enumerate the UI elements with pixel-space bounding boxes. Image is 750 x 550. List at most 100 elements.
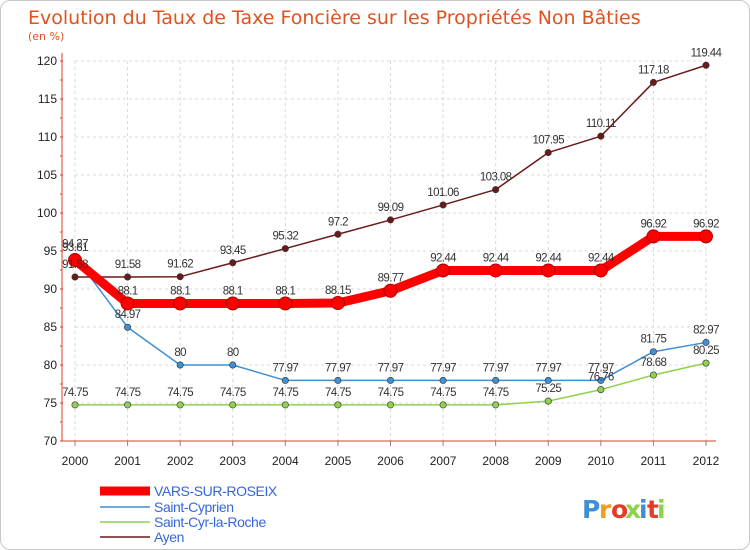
x-tick-label: 2004 (272, 454, 299, 468)
data-label: 94.27 (62, 239, 88, 251)
x-tick-label: 2012 (693, 454, 720, 468)
data-label: 96.92 (693, 218, 719, 230)
data-point (702, 61, 710, 69)
logo-letter: i (639, 495, 648, 524)
data-label: 117.18 (638, 64, 669, 76)
data-point (68, 253, 82, 268)
data-point (492, 376, 500, 384)
data-label: 93.81 (62, 242, 88, 254)
data-label: 81.75 (641, 334, 667, 346)
data-label: 74.75 (167, 387, 193, 399)
data-label: 77.97 (588, 362, 614, 374)
legend-entry: VARS-SUR-ROSEIX (154, 483, 278, 499)
data-point (702, 338, 710, 346)
data-point (699, 229, 713, 244)
x-tick-label: 2000 (62, 454, 89, 468)
data-point (544, 149, 552, 157)
logo-letter: r (599, 495, 612, 524)
data-point (334, 230, 342, 238)
legend-entry: Saint-Cyprien (154, 499, 234, 515)
data-label: 78.68 (641, 357, 667, 369)
logo-letter: i (657, 495, 666, 524)
data-point (71, 273, 79, 281)
data-label: 101.06 (427, 187, 459, 199)
data-label: 92.44 (588, 252, 615, 264)
data-label: 74.75 (483, 387, 509, 399)
x-tick-label: 2009 (535, 454, 562, 468)
legend: VARS-SUR-ROSEIXSaint-CyprienSaint-Cyr-la… (100, 483, 278, 545)
chart-subtitle: (en %) (28, 30, 64, 43)
data-point (649, 78, 657, 86)
data-point (124, 401, 132, 409)
data-point (439, 201, 447, 209)
x-tick-label: 2008 (482, 454, 509, 468)
data-label: 74.75 (220, 387, 246, 399)
data-label: 82.97 (693, 324, 719, 336)
data-label: 99.09 (378, 202, 404, 214)
data-label: 92.44 (483, 252, 510, 264)
data-label: 107.95 (532, 135, 564, 147)
y-tick-label: 80 (44, 358, 58, 372)
logo-letter: o (611, 495, 628, 524)
data-point (225, 296, 240, 311)
data-point (544, 397, 552, 405)
data-label: 80.25 (693, 345, 719, 357)
x-tick-label: 2003 (219, 454, 246, 468)
y-tick-label: 105 (37, 168, 57, 182)
data-label: 75.25 (535, 383, 561, 395)
data-point (436, 263, 451, 278)
data-point (597, 376, 605, 384)
data-label: 119.44 (691, 47, 723, 59)
data-label: 77.97 (430, 362, 456, 374)
data-label: 91.58 (62, 259, 88, 271)
data-label: 92.44 (535, 252, 562, 264)
data-point (334, 401, 342, 409)
data-point (176, 361, 184, 369)
data-point (439, 376, 447, 384)
data-label: 77.97 (325, 362, 351, 374)
data-label: 95.32 (272, 231, 298, 243)
legend-entry: Ayen (154, 529, 184, 545)
y-tick-label: 110 (38, 130, 57, 144)
logo-letter: P (582, 495, 600, 524)
data-point (386, 376, 394, 384)
series-layer (68, 61, 713, 409)
data-point (278, 296, 293, 311)
data-label: 88.1 (118, 285, 138, 297)
data-point (646, 229, 661, 244)
data-point (334, 376, 342, 384)
x-tick-label: 2010 (587, 454, 614, 468)
data-label: 93.45 (220, 245, 246, 257)
y-tick-label: 95 (44, 244, 58, 258)
data-label: 88.15 (325, 285, 351, 297)
data-point (702, 359, 710, 367)
data-label: 74.75 (430, 387, 456, 399)
data-point (229, 401, 237, 409)
data-point (649, 371, 657, 379)
data-point (492, 186, 500, 194)
data-point (281, 376, 289, 384)
y-tick-label: 85 (44, 320, 58, 334)
data-point (593, 263, 608, 278)
logo-letter: t (647, 495, 659, 524)
data-label: 91.58 (115, 259, 141, 271)
legend-entry: Saint-Cyr-la-Roche (154, 514, 266, 530)
chart-title: Evolution du Taux de Taxe Foncière sur l… (28, 7, 641, 29)
data-point (488, 263, 503, 278)
data-label: 80 (227, 347, 239, 359)
data-point (649, 348, 657, 356)
data-point (176, 273, 184, 281)
data-label: 97.2 (328, 216, 348, 228)
x-tick-label: 2002 (167, 454, 194, 468)
axes: 70 75 80 85 90 95 100 105 110 115 120 2000 2001 2002 2… (37, 53, 720, 468)
proxiti-logo: Pr oxi ti (582, 495, 666, 524)
x-tick-label: 2001 (114, 454, 141, 468)
data-point (386, 401, 394, 409)
data-point (229, 259, 237, 267)
data-point (330, 296, 345, 311)
data-point (597, 386, 605, 394)
logo-letter: x (625, 495, 641, 524)
data-label: 88.1 (223, 285, 243, 297)
data-label: 77.97 (272, 362, 298, 374)
